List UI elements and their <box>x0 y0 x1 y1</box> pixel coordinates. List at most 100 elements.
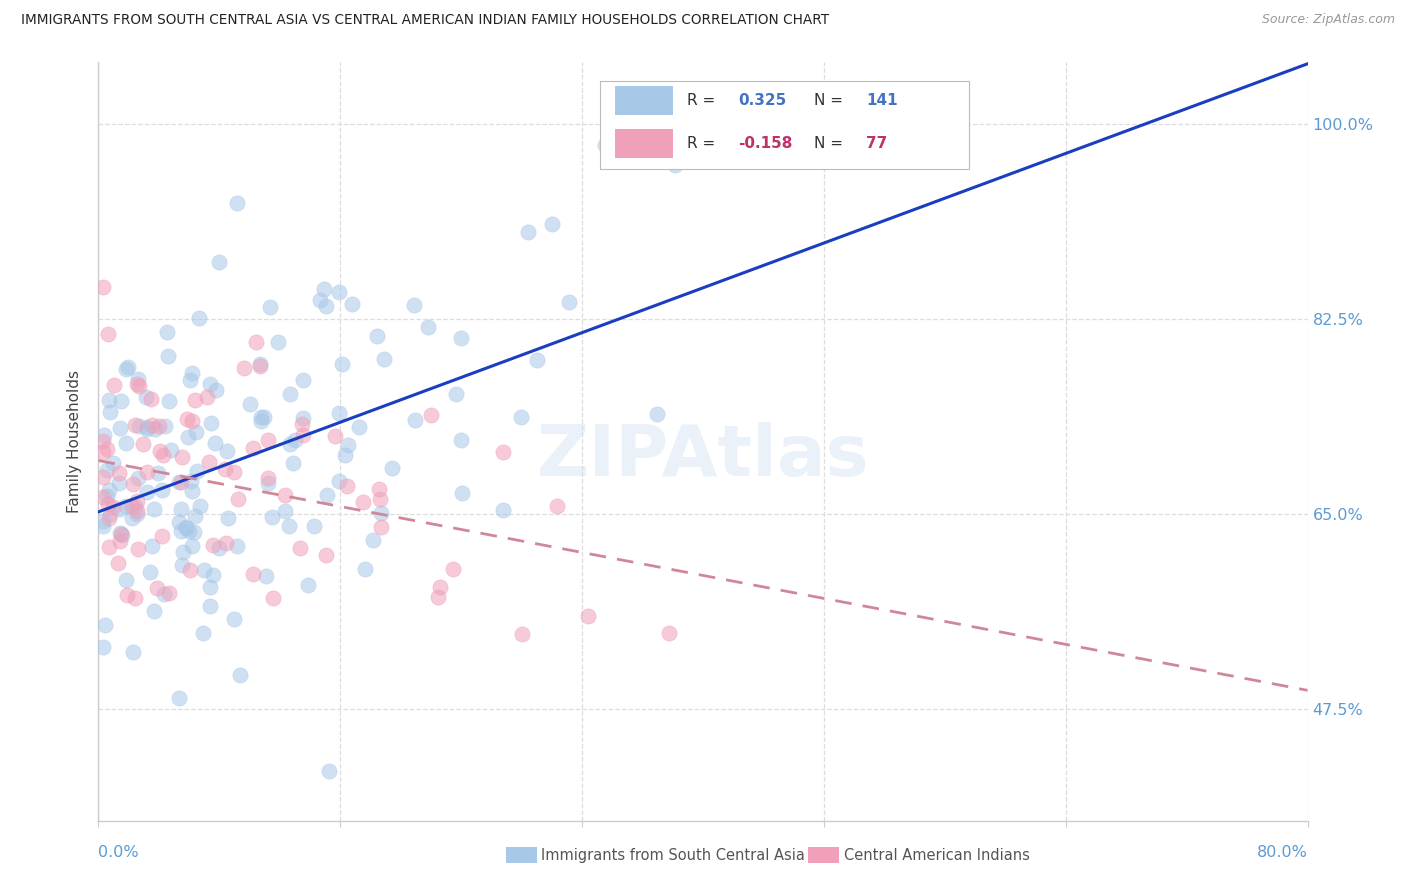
Point <box>177 430 200 444</box>
Text: R =: R = <box>688 136 720 151</box>
Point <box>153 419 176 434</box>
Point <box>91 280 114 294</box>
Point <box>315 299 337 313</box>
Point <box>323 429 346 443</box>
Point <box>96 442 118 457</box>
Point <box>157 586 180 600</box>
Point <box>222 465 245 479</box>
Point <box>249 359 271 373</box>
Point <box>576 609 599 624</box>
Point <box>179 373 201 387</box>
Point <box>402 298 425 312</box>
Point <box>135 420 157 434</box>
Point <box>291 417 314 431</box>
Point <box>316 488 339 502</box>
Point <box>181 483 204 498</box>
Point <box>174 521 197 535</box>
Point <box>239 397 262 411</box>
Point <box>122 476 145 491</box>
Point <box>429 580 451 594</box>
Point <box>169 690 191 705</box>
Point <box>540 217 562 231</box>
Point <box>200 580 222 594</box>
Point <box>115 574 138 588</box>
Point <box>526 353 548 368</box>
Point <box>125 508 148 522</box>
Point <box>108 525 131 540</box>
Point <box>169 475 191 489</box>
Y-axis label: Family Households: Family Households <box>67 370 83 513</box>
Point <box>262 591 284 606</box>
Point <box>91 434 114 448</box>
Point <box>249 357 271 371</box>
Point <box>114 500 136 514</box>
Point <box>107 556 129 570</box>
Point <box>97 511 120 525</box>
Point <box>198 455 221 469</box>
Point <box>131 436 153 450</box>
Point <box>96 463 118 477</box>
Point <box>128 418 150 433</box>
Point <box>91 445 114 459</box>
Point <box>645 407 668 421</box>
Point <box>367 483 389 497</box>
Text: IMMIGRANTS FROM SOUTH CENTRAL ASIA VS CENTRAL AMERICAN INDIAN FAMILY HOUSEHOLDS : IMMIGRANTS FROM SOUTH CENTRAL ASIA VS CE… <box>21 13 830 28</box>
Point <box>257 434 280 448</box>
Point <box>179 524 201 538</box>
Point <box>214 461 236 475</box>
Point <box>208 255 231 269</box>
Point <box>274 504 297 518</box>
Point <box>115 435 138 450</box>
Point <box>170 501 193 516</box>
Point <box>157 349 180 363</box>
Point <box>124 591 146 605</box>
Point <box>250 414 273 428</box>
Point <box>180 475 202 489</box>
Point <box>91 514 114 528</box>
Point <box>664 158 686 172</box>
Point <box>207 541 229 556</box>
Point <box>257 476 280 491</box>
Text: 0.325: 0.325 <box>738 93 786 108</box>
FancyBboxPatch shape <box>600 81 969 169</box>
Point <box>340 297 363 311</box>
Point <box>215 535 238 549</box>
Point <box>419 408 441 422</box>
Point <box>288 541 311 556</box>
Point <box>450 330 472 344</box>
Point <box>363 533 385 547</box>
Point <box>110 393 132 408</box>
Point <box>205 383 228 397</box>
Point <box>148 418 170 433</box>
Point <box>96 489 118 503</box>
Point <box>141 539 163 553</box>
Point <box>170 524 193 538</box>
Point <box>441 562 464 576</box>
Point <box>170 450 193 464</box>
Point <box>250 410 273 425</box>
Point <box>291 428 314 442</box>
Text: -0.158: -0.158 <box>738 136 793 151</box>
Point <box>172 545 194 559</box>
Text: 0.0%: 0.0% <box>98 846 139 860</box>
Point <box>186 464 208 478</box>
Point <box>128 378 150 392</box>
Point <box>201 539 224 553</box>
Point <box>169 475 191 489</box>
Point <box>242 441 264 455</box>
Bar <box>614 129 673 158</box>
Point <box>308 293 330 307</box>
Point <box>103 377 125 392</box>
Point <box>427 590 450 604</box>
Point <box>183 524 205 539</box>
Point <box>274 488 297 502</box>
Point <box>232 361 254 376</box>
Point <box>336 437 359 451</box>
Text: R =: R = <box>688 93 720 108</box>
Point <box>370 520 392 534</box>
Point <box>304 518 326 533</box>
Point <box>127 372 149 386</box>
Point <box>93 618 115 632</box>
Point <box>226 196 249 211</box>
Point <box>347 420 370 434</box>
